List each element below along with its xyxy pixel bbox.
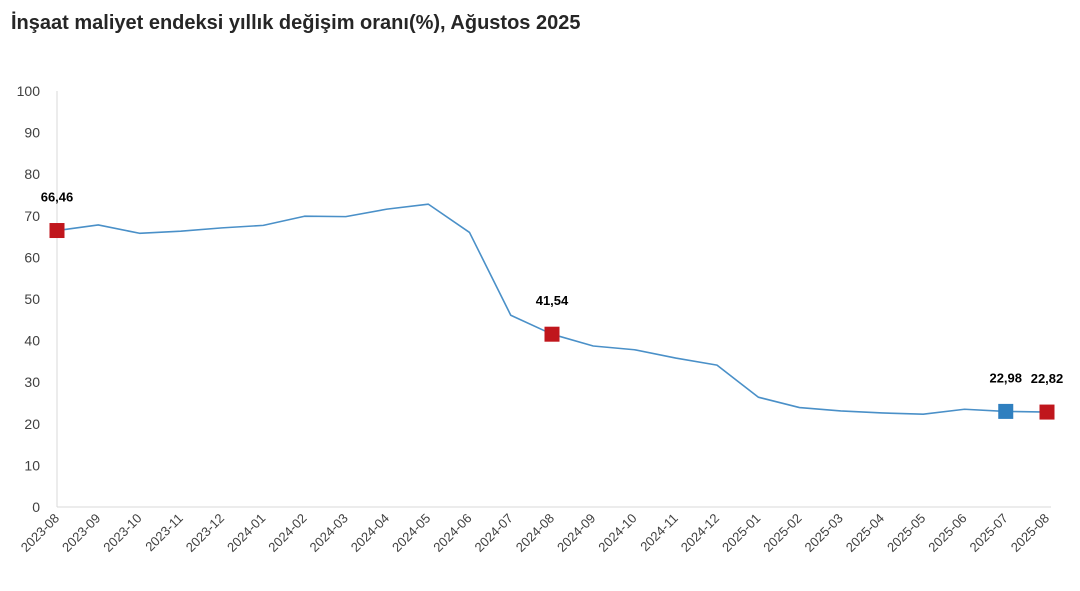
y-tick-label: 20 [24, 416, 40, 432]
x-tick-label: 2024-03 [307, 511, 351, 555]
chart-title: İnşaat maliyet endeksi yıllık değişim or… [11, 12, 581, 34]
x-tick-label: 2024-10 [595, 511, 639, 555]
x-tick-label: 2024-11 [637, 511, 681, 555]
x-tick-label: 2024-06 [430, 511, 474, 555]
x-tick-label: 2023-09 [59, 511, 103, 555]
x-tick-label: 2025-01 [719, 511, 763, 555]
y-tick-label: 40 [24, 333, 40, 349]
data-label: 41,54 [536, 293, 569, 308]
y-tick-label: 90 [24, 125, 40, 141]
x-tick-label: 2024-02 [265, 511, 309, 555]
data-point-marker [1039, 404, 1055, 420]
x-tick-label: 2024-08 [513, 511, 557, 555]
data-point-marker [49, 223, 65, 239]
x-tick-label: 2025-02 [760, 511, 804, 555]
x-tick-label: 2024-12 [678, 511, 722, 555]
series-line [56, 203, 1048, 416]
data-point-marker [998, 403, 1014, 419]
x-tick-label: 2025-03 [802, 511, 846, 555]
data-label: 66,46 [41, 190, 74, 205]
x-tick-label: 2025-07 [967, 511, 1011, 555]
y-tick-label: 50 [24, 291, 40, 307]
data-label: 22,82 [1031, 371, 1064, 386]
x-tick-label: 2025-05 [884, 511, 928, 555]
y-tick-label: 30 [24, 374, 40, 390]
y-tick-label: 70 [24, 208, 40, 224]
y-tick-label: 100 [17, 83, 41, 99]
y-tick-label: 0 [32, 499, 40, 515]
y-tick-label: 60 [24, 249, 40, 265]
y-tick-label: 80 [24, 166, 40, 182]
x-tick-label: 2025-06 [925, 511, 969, 555]
x-tick-label: 2024-01 [224, 511, 268, 555]
x-tick-label: 2023-12 [183, 511, 227, 555]
x-tick-label: 2024-09 [554, 511, 598, 555]
x-tick-label: 2025-04 [843, 511, 887, 555]
x-tick-label: 2024-04 [348, 511, 392, 555]
x-tick-label: 2023-08 [18, 511, 62, 555]
data-label: 22,98 [989, 370, 1022, 385]
data-point-marker [544, 326, 560, 342]
x-tick-label: 2023-10 [100, 511, 144, 555]
x-tick-label: 2023-11 [142, 511, 186, 555]
x-tick-label: 2025-08 [1008, 511, 1052, 555]
x-tick-label: 2024-07 [472, 511, 516, 555]
y-tick-label: 10 [24, 457, 40, 473]
x-tick-label: 2024-05 [389, 511, 433, 555]
